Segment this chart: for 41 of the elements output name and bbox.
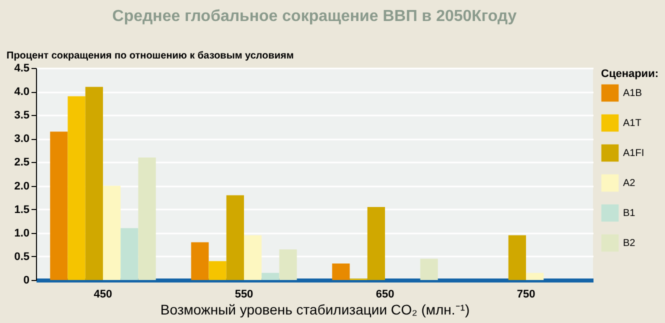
legend-label: A1B [623, 88, 642, 99]
bar [332, 264, 350, 280]
x-tick-label: 650 [376, 288, 394, 300]
legend-label: B1 [623, 208, 636, 219]
bar [279, 249, 297, 280]
bar [367, 206, 386, 280]
y-tick-label: 0.5 [14, 250, 30, 263]
bar [226, 195, 244, 280]
bar [208, 261, 226, 280]
y-tick-label: 1.5 [14, 204, 30, 216]
chart-title: Среднее глобальное сокращение ВВП в 2050Кгоду [112, 8, 517, 25]
bar [138, 158, 156, 280]
y-tick-label: 2.5 [14, 156, 30, 169]
bar [508, 235, 526, 280]
y-axis-title: Процент сокращения по отношению к базовым условиям [6, 50, 294, 62]
y-tick-label: 3.0 [14, 133, 30, 146]
legend-label: A1FI [623, 148, 644, 159]
bar [420, 258, 438, 280]
legend-label: A2 [623, 178, 636, 189]
y-tick-label: 1.0 [14, 227, 30, 240]
x-tick-label: 750 [516, 288, 536, 300]
legend-label: B2 [623, 238, 636, 249]
bar [85, 86, 103, 280]
legend-label: A1T [623, 118, 642, 129]
y-tick-label: 4.5 [14, 62, 30, 74]
bar [68, 96, 86, 280]
legend-title: Сценарии: [601, 68, 658, 80]
x-tick-label: 550 [234, 288, 254, 300]
bar [102, 186, 121, 280]
x-axis-title: Возможный уровень стабилизации CO₂ (млн.⁻¹) [160, 302, 470, 318]
bar [262, 272, 280, 280]
y-tick-label: 3.5 [14, 110, 30, 122]
bar [120, 228, 138, 280]
bar [244, 235, 262, 280]
y-tick-label: 2.0 [14, 180, 30, 192]
bar [191, 242, 209, 280]
x-tick-label: 450 [94, 288, 112, 300]
bar [50, 132, 68, 280]
y-tick-label: 4.0 [14, 86, 30, 98]
y-tick-label: 0 [23, 274, 30, 286]
bar [526, 272, 544, 280]
